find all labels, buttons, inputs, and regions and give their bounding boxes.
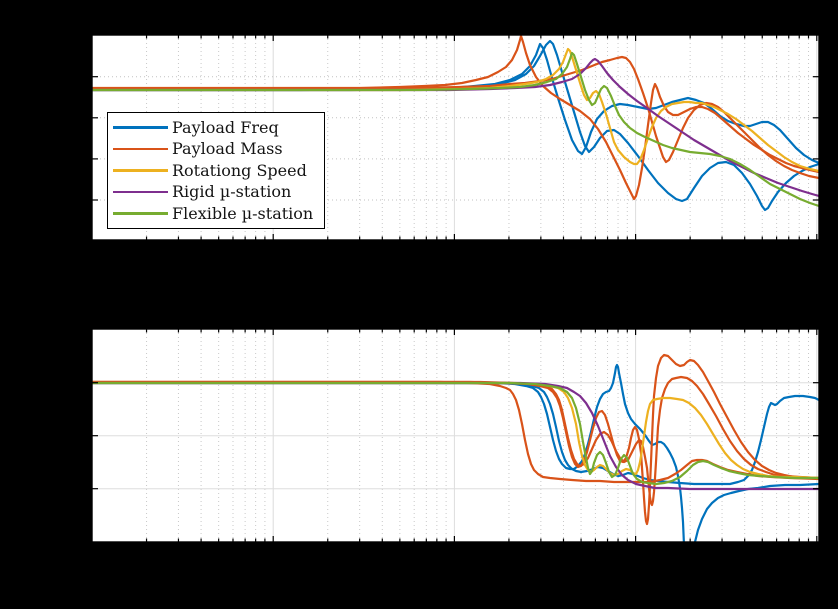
series-payload-freq-1b xyxy=(693,482,819,542)
series-payload-mass-2 xyxy=(92,55,819,180)
series-flexible-mu-station xyxy=(92,381,819,486)
series-payload-mass-1 xyxy=(92,35,819,201)
series-payload-freq-2 xyxy=(92,39,819,212)
legend-label: Rigid µ-station xyxy=(172,182,292,201)
legend-line-swatch xyxy=(113,126,168,129)
legend-line-swatch xyxy=(113,190,168,194)
phase-axes-box xyxy=(91,328,820,543)
legend-item-flexible-mu-station: Flexible µ-station xyxy=(113,203,324,223)
legend-item-rigid-mu-station: Rigid µ-station xyxy=(113,184,324,200)
legend: Payload Freq Payload Mass Rotationg Spee… xyxy=(107,112,325,229)
series-flexible-mu-station xyxy=(92,51,819,208)
series-rotating-speed xyxy=(92,381,819,480)
phase-plot xyxy=(91,328,820,543)
magnitude-axes-box xyxy=(91,34,820,241)
legend-item-rotating-speed: Rotationg Speed xyxy=(113,160,324,180)
legend-line-swatch xyxy=(113,169,168,172)
series-payload-mass-2 xyxy=(92,353,819,526)
legend-item-payload-freq: Payload Freq xyxy=(113,117,324,137)
series-payload-freq-1 xyxy=(92,42,819,165)
legend-label: Payload Mass xyxy=(172,139,283,158)
legend-label: Rotationg Speed xyxy=(172,160,307,180)
legend-label: Flexible µ-station xyxy=(172,203,314,223)
legend-label: Payload Freq xyxy=(172,117,279,137)
series-rotating-speed xyxy=(92,47,819,173)
legend-line-swatch xyxy=(113,147,168,151)
legend-line-swatch xyxy=(113,212,168,215)
series-payload-mass-3 xyxy=(92,375,819,507)
series-payload-freq-2 xyxy=(92,381,819,486)
series-rigid-mu-station xyxy=(92,381,819,491)
legend-item-payload-mass: Payload Mass xyxy=(113,141,324,157)
series-payload-freq-1 xyxy=(92,363,685,542)
